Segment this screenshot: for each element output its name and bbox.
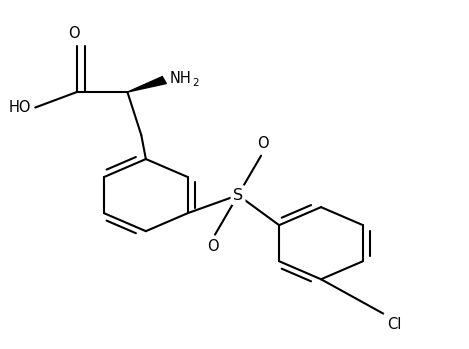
- Text: O: O: [207, 239, 219, 254]
- Polygon shape: [128, 76, 166, 92]
- Text: S: S: [233, 188, 243, 203]
- Text: Cl: Cl: [387, 317, 401, 332]
- Text: HO: HO: [8, 100, 30, 115]
- Text: 2: 2: [192, 78, 198, 88]
- Text: O: O: [257, 136, 269, 151]
- Text: NH: NH: [170, 71, 192, 86]
- Text: O: O: [68, 25, 80, 40]
